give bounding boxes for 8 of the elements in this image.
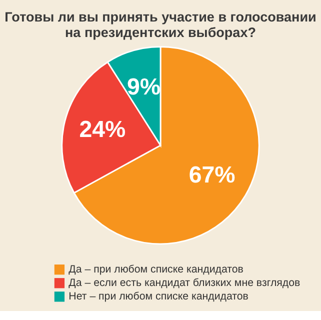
legend-label: Да – если есть кандидат близких мне взглядов: [68, 277, 301, 290]
text: на президентских выборах?: [65, 25, 256, 40]
text: Готовы ли вы принять участие в голосовании: [4, 10, 316, 25]
data-label: 9%: [127, 74, 161, 100]
legend-label: Да – при любом списке кандидатов: [68, 263, 244, 276]
data-label: 24%: [79, 116, 126, 142]
legend-label: Нет – при любом списке кандидатов: [68, 290, 249, 303]
data-label: 67%: [188, 162, 236, 188]
